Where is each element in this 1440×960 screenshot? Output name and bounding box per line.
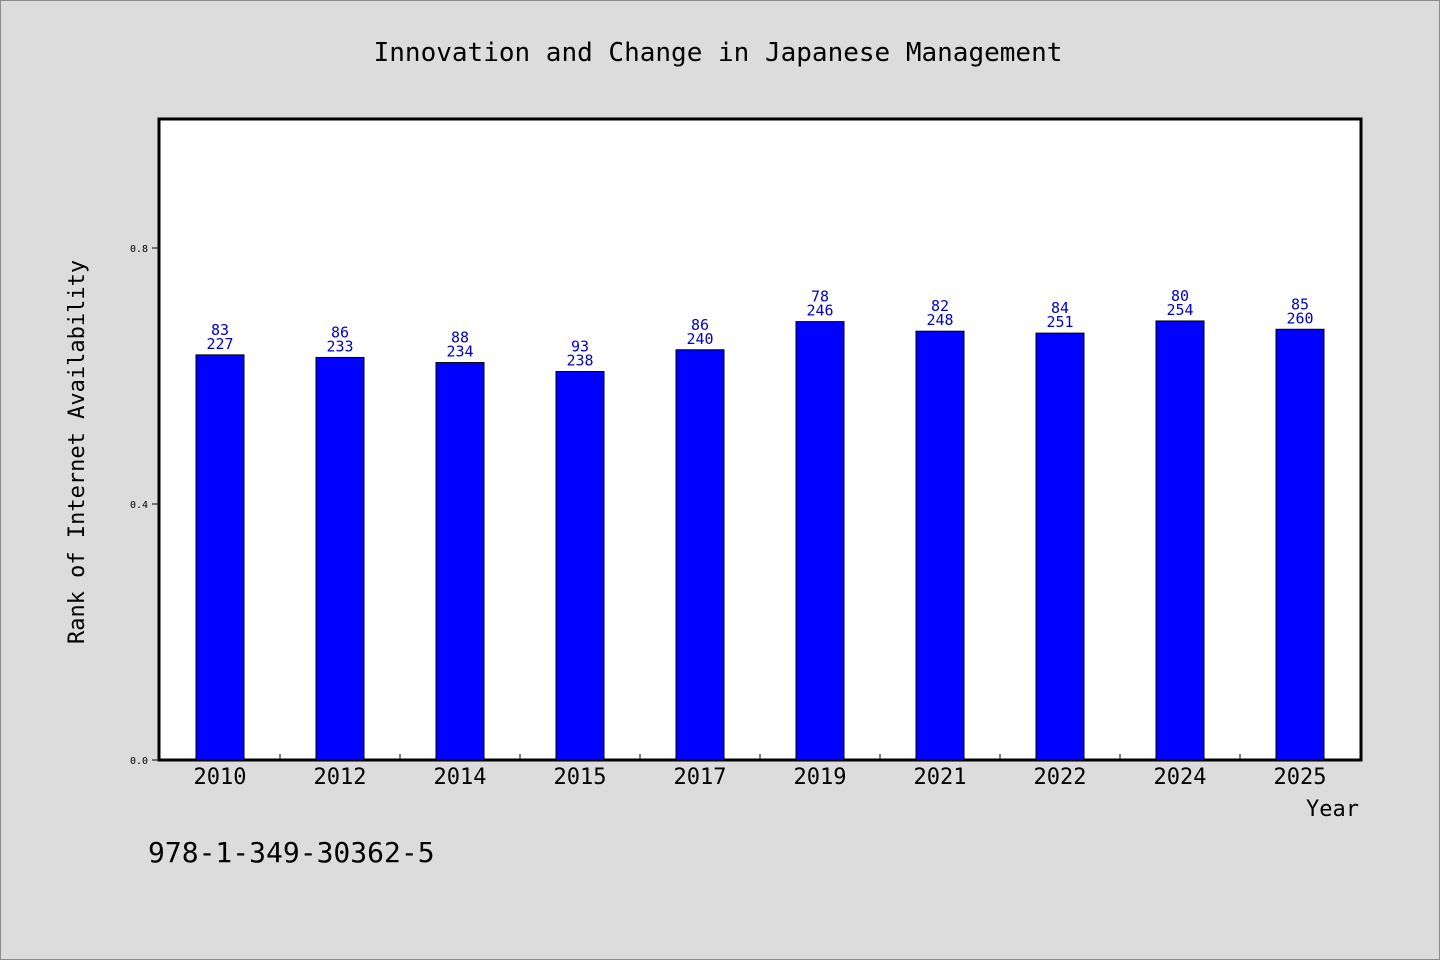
x-tick-label: 2014 (434, 765, 487, 790)
bar-label-top: 84 (1051, 299, 1069, 317)
bar (1035, 332, 1085, 761)
bar-label-bottom: 238 (566, 352, 593, 370)
x-tick-label: 2022 (1034, 765, 1087, 790)
bar-label-top: 83 (211, 321, 229, 339)
bar-label-bottom: 227 (206, 335, 233, 353)
x-tick-label: 2025 (1274, 765, 1327, 790)
bar-label-top: 82 (931, 297, 949, 315)
x-axis-label: Year (1306, 797, 1359, 822)
bar-label-top: 86 (691, 316, 709, 334)
bar (1275, 328, 1325, 761)
y-tick-label: 0.8 (130, 244, 148, 255)
x-tick-label: 2019 (794, 765, 847, 790)
bar-label-top: 93 (571, 338, 589, 356)
bar-label-top: 78 (811, 288, 829, 306)
bar (1155, 320, 1205, 761)
bar-label-bottom: 234 (446, 343, 473, 361)
x-tick-label: 2024 (1154, 765, 1207, 790)
bar (555, 371, 605, 761)
y-axis-label: Rank of Internet Availability (65, 260, 90, 644)
bar-label-top: 80 (1171, 287, 1189, 305)
bar-label-bottom: 251 (1046, 313, 1073, 331)
bars (195, 320, 1325, 761)
bar-label-top: 86 (331, 323, 349, 341)
bar (675, 349, 725, 761)
x-tick-label: 2010 (194, 765, 247, 790)
bar-label-bottom: 246 (806, 302, 833, 320)
bar (915, 330, 965, 761)
bar-label-top: 85 (1291, 295, 1309, 313)
bar (435, 362, 485, 761)
bar-label-top: 88 (451, 329, 469, 347)
bar (195, 354, 245, 761)
bar (795, 321, 845, 761)
x-tick-label: 2012 (314, 765, 367, 790)
bar (315, 356, 365, 761)
isbn-footer: 978-1-349-30362-5 (148, 836, 435, 869)
y-tick-label: 0.0 (130, 756, 148, 767)
bar-label-bottom: 233 (326, 337, 353, 355)
bar-label-bottom: 260 (1286, 309, 1313, 327)
bar-label-bottom: 254 (1166, 301, 1193, 319)
y-tick-label: 0.4 (130, 500, 148, 511)
x-tick-label: 2017 (674, 765, 727, 790)
bar-label-bottom: 240 (686, 330, 713, 348)
x-tick-label: 2021 (914, 765, 967, 790)
chart-title: Innovation and Change in Japanese Manage… (374, 38, 1063, 68)
x-tick-label: 2015 (554, 765, 607, 790)
y-axis-ticks: 0.0 0.4 0.8 (130, 244, 160, 767)
bar-label-bottom: 248 (926, 311, 953, 329)
x-axis-ticks: 2010 2012 2014 2015 2017 2019 2021 2022 2024 2025 (194, 754, 1327, 790)
